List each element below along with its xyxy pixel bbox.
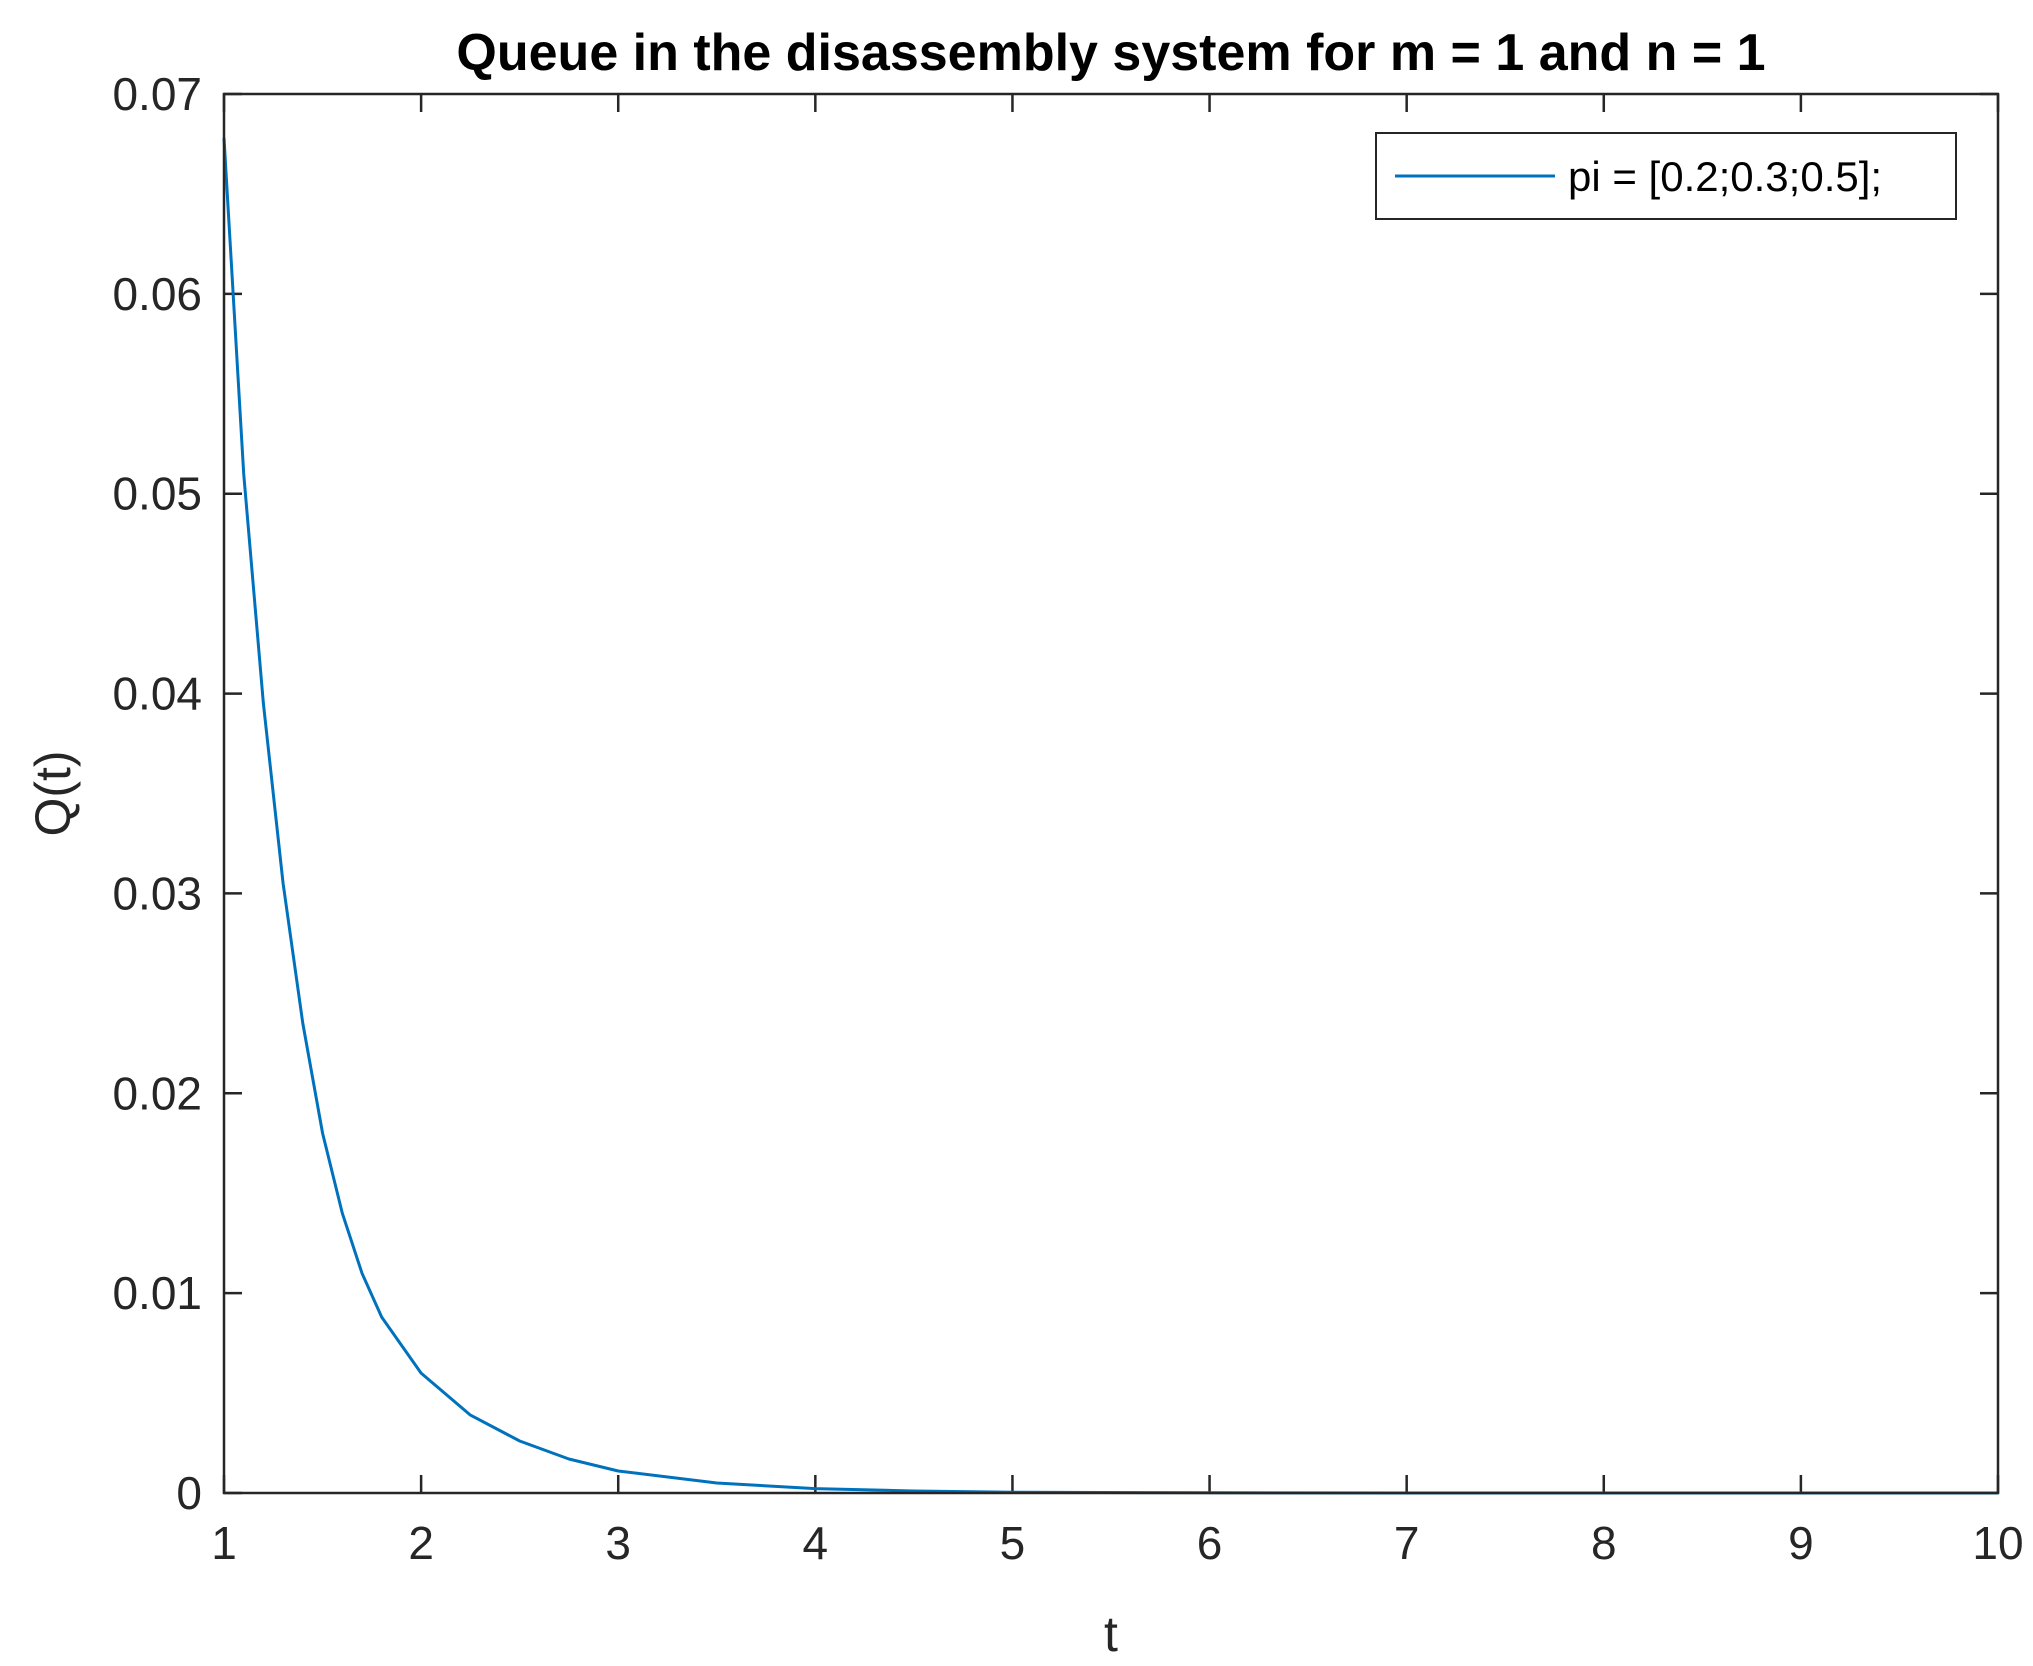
x-tick-label: 1 [211, 1517, 237, 1569]
y-tick-label: 0.05 [112, 468, 202, 520]
x-tick-label: 4 [803, 1517, 829, 1569]
y-tick-label: 0.02 [112, 1067, 202, 1119]
y-tick-label: 0.03 [112, 867, 202, 919]
plot-area [224, 94, 1998, 1493]
x-tick-label: 9 [1788, 1517, 1814, 1569]
x-tick-labels: 1 2 3 4 5 6 7 8 9 10 [211, 1517, 2023, 1569]
x-tick-label: 5 [1000, 1517, 1026, 1569]
legend-label: pi = [0.2;0.3;0.5]; [1568, 153, 1882, 200]
y-tick-label: 0.06 [112, 268, 202, 320]
x-tick-label: 7 [1394, 1517, 1420, 1569]
y-tick-labels: 0 0.01 0.02 0.03 0.04 0.05 0.06 0.07 [112, 68, 202, 1519]
x-tick-label: 8 [1591, 1517, 1617, 1569]
chart-title: Queue in the disassembly system for m = … [456, 24, 1765, 82]
plot-frame [222, 92, 2000, 1495]
x-tick-label: 10 [1972, 1517, 2023, 1569]
x-tick-label: 3 [605, 1517, 631, 1569]
y-tick-label: 0.04 [112, 668, 202, 720]
legend: pi = [0.2;0.3;0.5]; [1375, 132, 1957, 220]
y-axis-label: Q(t) [25, 750, 81, 836]
y-tick-label: 0.01 [112, 1267, 202, 1319]
x-axis-label: t [1104, 1606, 1118, 1662]
x-tick-label: 2 [408, 1517, 434, 1569]
y-tick-label: 0 [176, 1467, 202, 1519]
x-tick-label: 6 [1197, 1517, 1223, 1569]
y-tick-label: 0.07 [112, 68, 202, 120]
